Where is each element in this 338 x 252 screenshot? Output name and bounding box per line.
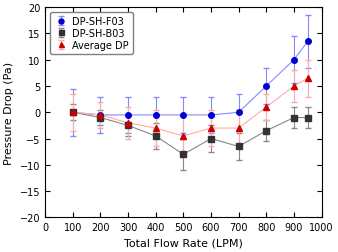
Y-axis label: Pressure Drop (Pa): Pressure Drop (Pa) — [4, 61, 14, 164]
Legend: DP-SH-F03, DP-SH-B03, Average DP: DP-SH-F03, DP-SH-B03, Average DP — [50, 13, 133, 54]
X-axis label: Total Flow Rate (LPM): Total Flow Rate (LPM) — [124, 238, 243, 248]
